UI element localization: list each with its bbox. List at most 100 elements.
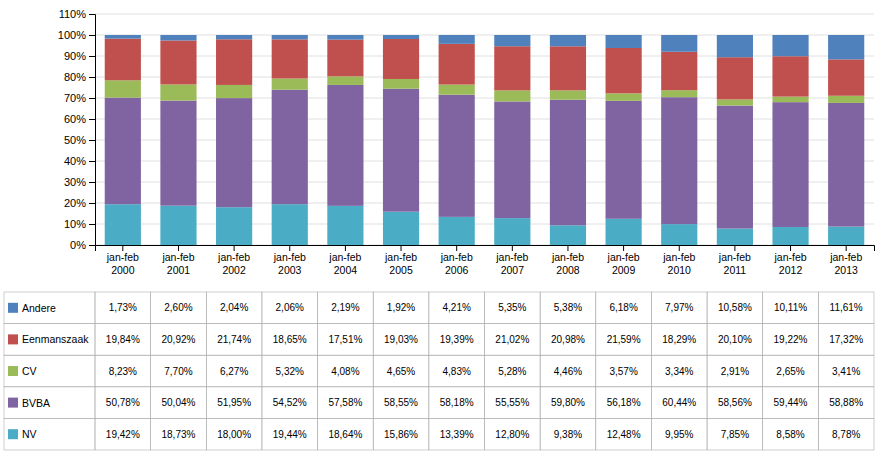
table-value: 9,95% xyxy=(665,429,693,440)
table-value: 3,41% xyxy=(832,366,860,377)
x-tick: jan-feb2007 xyxy=(495,245,528,276)
table-value: 5,32% xyxy=(276,366,304,377)
table-value: 59,80% xyxy=(551,397,585,408)
x-tick-label-line: jan-feb xyxy=(773,251,806,263)
table-cell xyxy=(651,387,707,419)
y-tick-mark xyxy=(89,224,95,225)
x-tick-label: jan-feb2012 xyxy=(773,251,806,275)
table-value: 17,32% xyxy=(829,334,863,345)
x-tick-label: jan-feb2013 xyxy=(829,251,862,275)
table-cell xyxy=(818,418,874,450)
y-tick-label: 80% xyxy=(64,71,86,83)
x-tick-label: jan-feb2007 xyxy=(495,251,528,275)
table-row-label: NV xyxy=(22,428,37,440)
bar xyxy=(160,40,196,84)
y-tick: 80% xyxy=(64,71,95,83)
bar xyxy=(772,102,808,227)
bar xyxy=(272,204,308,245)
grid-line xyxy=(95,140,874,141)
table-cell xyxy=(95,355,151,387)
bar xyxy=(661,97,697,224)
grid-line xyxy=(95,56,874,57)
table-cell xyxy=(373,292,429,324)
table-row-label: BVBA xyxy=(22,397,50,409)
grid xyxy=(95,14,874,245)
x-tick-mark xyxy=(846,245,847,251)
x-tick: jan-feb2001 xyxy=(161,245,194,276)
bar xyxy=(272,35,308,39)
table-row-label: CV xyxy=(22,365,37,377)
x-tick-label: jan-feb2010 xyxy=(662,251,695,275)
y-tick-label: 90% xyxy=(64,50,86,62)
bar xyxy=(717,35,753,57)
table-value: 12,48% xyxy=(607,429,641,440)
bar xyxy=(439,85,475,95)
table-value: 2,19% xyxy=(331,302,359,313)
bar xyxy=(717,106,753,229)
table-cell xyxy=(763,418,819,450)
bar xyxy=(606,48,642,93)
table-row: NV19,42%18,73%18,00%19,44%18,64%15,86%13… xyxy=(4,418,874,450)
table-cell xyxy=(540,324,596,356)
table-cell xyxy=(95,324,151,356)
table-cell xyxy=(151,418,207,450)
grid-line xyxy=(95,182,874,183)
y-tick-mark xyxy=(89,56,95,57)
table-cell xyxy=(262,292,318,324)
x-tick-label: jan-feb2011 xyxy=(718,251,751,275)
bar xyxy=(105,39,141,81)
bar xyxy=(160,84,196,100)
bar xyxy=(327,85,363,206)
x-tick-label-line: 2006 xyxy=(445,264,469,276)
x-tick-label: jan-feb2005 xyxy=(384,251,417,275)
grid-line xyxy=(95,161,874,162)
table-value: 6,18% xyxy=(609,302,637,313)
table-swatch xyxy=(8,366,18,376)
x-tick-label: jan-feb2001 xyxy=(161,251,194,275)
bar xyxy=(661,52,697,90)
table-value: 58,88% xyxy=(829,397,863,408)
table-value: 2,60% xyxy=(164,302,192,313)
bar xyxy=(216,39,252,85)
x-tick-mark xyxy=(623,245,624,251)
x-tick: jan-feb2000 xyxy=(106,245,139,276)
table-cell xyxy=(429,387,485,419)
table-value: 8,78% xyxy=(832,429,860,440)
bar xyxy=(327,76,363,85)
table-value: 4,46% xyxy=(554,366,582,377)
bar-series xyxy=(105,35,865,59)
x-tick: jan-feb2005 xyxy=(384,245,417,276)
table-value: 7,85% xyxy=(721,429,749,440)
x-tick-label-line: jan-feb xyxy=(161,251,194,263)
table-cell xyxy=(818,292,874,324)
bar xyxy=(272,79,308,90)
table-cell xyxy=(318,355,374,387)
table-cell xyxy=(429,292,485,324)
table-value: 59,44% xyxy=(774,397,808,408)
table-cell xyxy=(651,355,707,387)
table-value: 1,73% xyxy=(109,302,137,313)
table-value: 50,04% xyxy=(162,397,196,408)
y-tick-label: 20% xyxy=(64,197,86,209)
table-cell xyxy=(707,387,763,419)
x-tick-label: jan-feb2002 xyxy=(217,251,250,275)
table-value: 19,84% xyxy=(106,334,140,345)
x-tick-mark xyxy=(289,245,290,251)
table-swatch xyxy=(8,429,18,439)
table-cell xyxy=(318,324,374,356)
table-cell xyxy=(596,355,652,387)
x-tick-mark xyxy=(679,245,680,251)
table-cell xyxy=(373,355,429,387)
x-tick: jan-feb2002 xyxy=(217,245,250,276)
table-row: Eenmanszaak19,84%20,92%21,74%18,65%17,51… xyxy=(4,324,874,356)
table-cell xyxy=(206,355,262,387)
x-tick: jan-feb2006 xyxy=(440,245,473,276)
table-cell xyxy=(540,355,596,387)
x-axis-line xyxy=(96,246,875,252)
table-cell xyxy=(95,387,151,419)
y-tick-label: 0% xyxy=(70,239,86,251)
x-tick: jan-feb2010 xyxy=(662,245,695,276)
table-cell xyxy=(596,292,652,324)
bar xyxy=(439,35,475,44)
table-value: 20,98% xyxy=(551,334,585,345)
